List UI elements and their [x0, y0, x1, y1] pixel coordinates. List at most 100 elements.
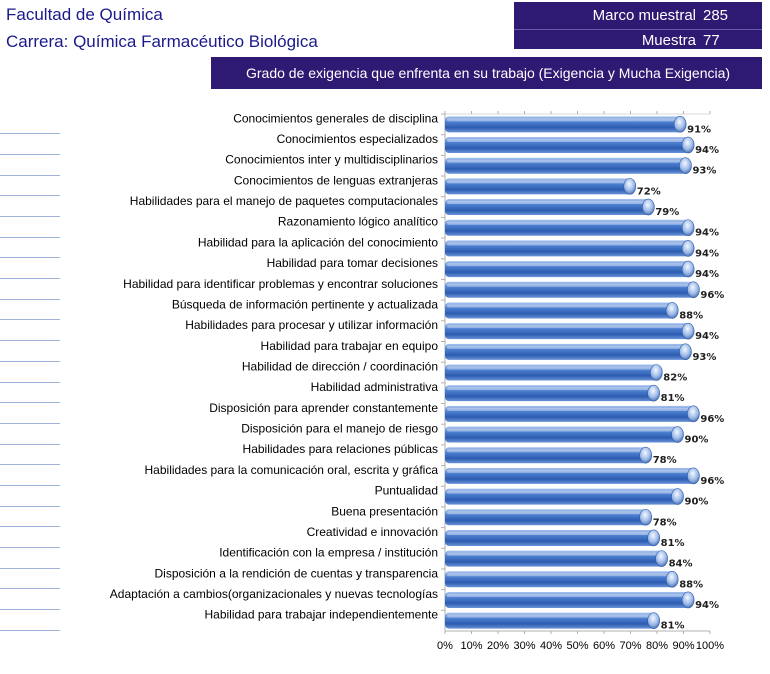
row-divider [0, 298, 60, 300]
marco-row: Marco muestral 285 [514, 5, 762, 27]
row-divider [0, 526, 60, 528]
marco-label: Marco muestral [592, 7, 696, 24]
row-divider [0, 484, 60, 486]
bar-end-cap [649, 364, 663, 381]
category-label: Puntualidad [375, 484, 438, 498]
bar [445, 447, 648, 464]
bar-highlight [447, 304, 671, 308]
x-tick-label: 10% [460, 640, 482, 652]
row-divider [0, 257, 60, 259]
value-label: 96% [700, 290, 724, 301]
category-label: Habilidad para trabajar independientemen… [205, 608, 439, 622]
bar [445, 385, 656, 402]
bar-highlight [447, 573, 671, 577]
bar [445, 571, 675, 588]
bar-highlight [447, 139, 687, 143]
bar-end-cap [647, 529, 660, 547]
row-divider [0, 340, 60, 342]
bar-highlight [447, 283, 692, 287]
category-label: Conocimientos generales de disciplina [233, 111, 438, 125]
x-tick-label: 100% [696, 640, 724, 652]
bar-highlight [447, 593, 687, 597]
bar-end-cap [642, 198, 655, 216]
value-label: 94% [695, 248, 719, 259]
bar [445, 550, 664, 567]
bar [445, 364, 659, 381]
muestra-row: Muestra 77 [514, 29, 762, 52]
value-label: 96% [700, 476, 724, 487]
bar-end-cap [681, 591, 695, 609]
bar-highlight [447, 387, 652, 391]
bar-end-cap [679, 157, 692, 174]
bar [445, 261, 691, 278]
bar-highlight [447, 449, 644, 453]
category-label: Conocimientos inter y multidisciplinario… [225, 153, 438, 167]
value-label: 90% [685, 497, 709, 508]
value-label: 79% [655, 207, 679, 218]
row-divider [0, 443, 60, 445]
category-label: Disposición para el manejo de riesgo [241, 422, 438, 436]
x-tick-label: 40% [540, 640, 562, 652]
row-divider [0, 546, 60, 548]
category-label: Búsqueda de información pertinente y act… [172, 297, 439, 311]
value-label: 78% [653, 517, 677, 528]
category-label: Habilidad para la aplicación del conocim… [198, 235, 438, 249]
row-divider [0, 381, 60, 383]
value-label: 93% [692, 166, 716, 177]
row-divider [0, 402, 60, 404]
muestra-label: Muestra [641, 32, 696, 49]
bar-end-cap [681, 260, 695, 278]
bar [445, 426, 680, 443]
bar-end-cap [647, 384, 660, 402]
bar-highlight [447, 242, 687, 246]
category-label: Disposición a la rendición de cuentas y … [155, 566, 439, 580]
x-tick-label: 80% [646, 640, 668, 652]
value-label: 94% [695, 145, 719, 156]
category-label: Habilidad para identificar problemas y e… [123, 277, 438, 291]
bar [445, 343, 688, 360]
bar [445, 302, 675, 319]
bar-end-cap [681, 240, 695, 257]
bar [445, 116, 683, 133]
value-label: 81% [661, 621, 685, 632]
category-label: Conocimientos de lenguas extranjeras [234, 173, 438, 187]
x-tick-label: 0% [437, 640, 453, 652]
bar-end-cap [681, 219, 695, 237]
bar [445, 509, 648, 526]
bar-end-cap [655, 550, 668, 567]
row-divider [0, 174, 60, 176]
bar-end-cap [647, 612, 660, 629]
bar-highlight [447, 118, 679, 122]
row-divider [0, 629, 60, 631]
x-tick-label: 20% [487, 640, 509, 652]
bar-end-cap [679, 343, 692, 361]
category-label: Habilidades para procesar y utilizar inf… [185, 318, 438, 332]
bar-highlight [447, 490, 676, 494]
value-label: 94% [695, 228, 719, 239]
bar-end-cap [639, 508, 653, 526]
value-label: 94% [695, 269, 719, 280]
row-divider [0, 236, 60, 238]
bar-end-cap [671, 488, 684, 505]
x-tick-label: 60% [593, 640, 615, 652]
sample-stats-box: Marco muestral 285 Muestra 77 [514, 2, 762, 49]
bar-highlight [447, 469, 692, 473]
category-label: Buena presentación [331, 504, 438, 518]
bar [445, 467, 696, 484]
bar-end-cap [623, 178, 637, 195]
value-label: 72% [637, 186, 661, 197]
bar [445, 240, 691, 257]
value-label: 91% [687, 124, 711, 135]
bar-highlight [447, 552, 660, 556]
bar [445, 137, 691, 154]
row-divider [0, 588, 60, 590]
bar-end-cap [681, 322, 695, 340]
marco-value: 285 [703, 7, 729, 24]
row-divider [0, 360, 60, 362]
bar [445, 488, 680, 505]
value-label: 88% [679, 579, 703, 590]
career-title: Carrera: Química Farmacéutico Biológica [6, 32, 318, 51]
category-label: Habilidades para el manejo de paquetes c… [130, 194, 438, 208]
bar-highlight [447, 366, 655, 370]
